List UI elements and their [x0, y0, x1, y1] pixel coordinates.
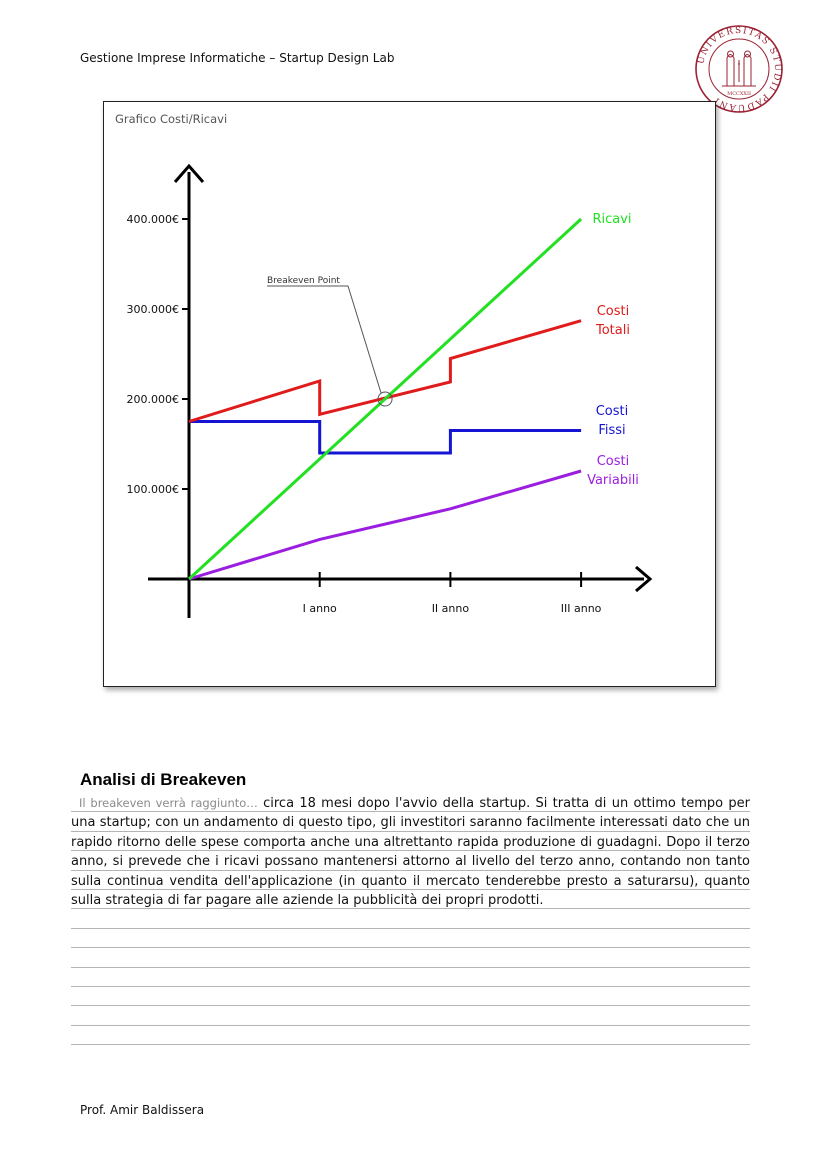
chart-series — [187, 217, 583, 581]
annotation-label: Breakeven Point — [267, 276, 340, 286]
analysis-lead: Il breakeven verrà raggiunto… — [79, 796, 258, 810]
y-tick-label: 300.000€ — [127, 303, 180, 316]
y-tick-label: 100.000€ — [127, 483, 180, 496]
chart-panel: Grafico Costi/Ricavi 100.000€ 200.000€ 300… — [103, 101, 716, 687]
ruled-line — [71, 871, 750, 890]
series-line — [189, 420, 582, 455]
annotation-leader — [267, 285, 382, 394]
series-line — [187, 217, 583, 581]
x-tick-label: II anno — [432, 602, 470, 615]
chart-annotation: Breakeven Point — [267, 276, 393, 407]
ruled-line — [71, 832, 750, 852]
ruled-line — [71, 929, 750, 949]
ruled-line — [71, 851, 750, 871]
ruled-lines — [71, 793, 750, 1046]
svg-text:MCCXXII: MCCXXII — [727, 91, 751, 97]
university-seal-logo: UNIVERSITAS STUDII PADUANI MCCXXII — [695, 25, 783, 113]
y-tick-label: 200.000€ — [127, 393, 180, 406]
analysis-text: circa 18 mesi dopo l'avvio della startup… — [71, 796, 750, 909]
analysis-paragraph: Il breakeven verrà raggiunto… circa 18 m… — [71, 794, 750, 910]
ruled-line — [71, 1006, 750, 1026]
chart-axes: 100.000€ 200.000€ 300.000€ 400.000€ I anno II… — [127, 163, 653, 618]
footer-author: Prof. Amir Baldissera — [80, 1103, 205, 1117]
section-title: Analisi di Breakeven — [80, 770, 247, 789]
ruled-line — [71, 909, 750, 929]
y-tick-label: 400.000€ — [127, 213, 180, 226]
label-costi-variabili-line2: Variabili — [587, 473, 639, 488]
ruled-line — [71, 968, 750, 987]
breakeven-marker — [377, 391, 393, 407]
x-axis-arrow — [635, 565, 653, 593]
label-costi-totali-line2: Totali — [595, 323, 630, 338]
cost-revenue-chart: Grafico Costi/Ricavi 100.000€ 200.000€ 300… — [115, 112, 653, 618]
x-tick-label: III anno — [561, 602, 602, 615]
label-costi-fissi-line1: Costi — [596, 404, 629, 419]
chart-series-labels: Ricavi Costi Totali Costi Fissi Costi Va… — [587, 212, 639, 488]
label-ricavi: Ricavi — [592, 212, 631, 227]
y-axis-arrow — [173, 163, 205, 183]
ruled-line — [71, 948, 750, 968]
label-costi-fissi-line2: Fissi — [598, 423, 625, 438]
ruled-line — [71, 812, 750, 832]
x-tick-label: I anno — [303, 602, 337, 615]
ruled-line — [71, 793, 750, 813]
course-title: Gestione Imprese Informatiche – Startup … — [80, 51, 395, 65]
ruled-line — [71, 1026, 750, 1046]
ruled-line — [71, 890, 750, 910]
label-costi-totali-line1: Costi — [597, 304, 630, 319]
label-costi-variabili-line1: Costi — [597, 454, 630, 469]
series-line — [188, 469, 582, 581]
ruled-line — [71, 987, 750, 1007]
chart-title: Grafico Costi/Ricavi — [115, 112, 227, 126]
